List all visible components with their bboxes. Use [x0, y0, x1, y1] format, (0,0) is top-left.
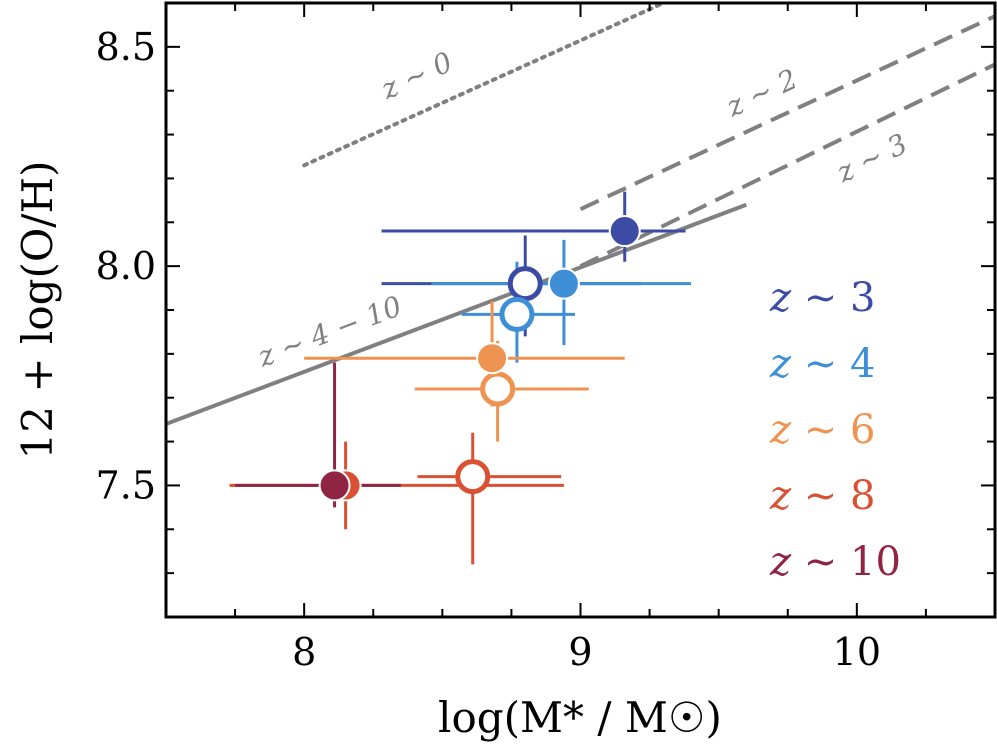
legend: z ∼ 3z ∼ 4z ∼ 6z ∼ 8z ∼ 10 [769, 275, 901, 585]
y-tick-label: 8.5 [96, 25, 156, 69]
x-tick-label: 8 [292, 630, 316, 674]
legend-entry-value: ∼ 3 [791, 275, 875, 321]
legend-entry: z ∼ 10 [769, 539, 901, 585]
y-tick-label: 8.0 [96, 244, 156, 288]
marker-z3-filled [608, 215, 641, 248]
legend-entry-value: ∼ 10 [791, 539, 901, 585]
legend-entry-variable: z [769, 539, 792, 585]
y-axis-label: 12 + log(O/H) [13, 161, 62, 460]
legend-entry-variable: z [769, 407, 792, 453]
marker-z8-open [455, 459, 491, 495]
relation-line-z-2 [579, 14, 996, 211]
markers-layer [318, 215, 641, 502]
marker-z6-open [480, 371, 516, 407]
legend-entry: z ∼ 8 [769, 473, 875, 519]
legend-entry: z ∼ 3 [769, 275, 875, 321]
relation-label-z-3: z ∼ 3 [831, 127, 913, 189]
legend-entry-variable: z [769, 275, 792, 321]
legend-entry-value: ∼ 4 [791, 341, 875, 387]
x-axis-label: log(M* / M☉) [438, 693, 722, 742]
x-tick-label: 9 [568, 630, 592, 674]
relation-line-z-0 [302, 1, 666, 168]
relation-label-z-0: z ∼ 0 [375, 45, 457, 106]
marker-z6-filled [476, 342, 509, 375]
marker-z4-filled [547, 267, 580, 300]
legend-entry: z ∼ 6 [769, 407, 875, 453]
relation-label-z-2: z ∼ 2 [721, 62, 803, 123]
marker-z3-open [507, 266, 543, 302]
plot-frame [164, 1, 997, 619]
relation-line-z-4-10 [165, 202, 748, 426]
marker-z10-filled [318, 469, 351, 502]
tick-labels-layer: 8 9 10 7.5 8.0 8.5 [96, 25, 881, 674]
marker-z4-open [499, 296, 535, 332]
y-tick-label: 7.5 [96, 463, 156, 507]
x-tick-label: 10 [833, 630, 881, 674]
legend-entry: z ∼ 4 [769, 341, 875, 387]
legend-entry-variable: z [769, 473, 792, 519]
legend-entry-variable: z [769, 341, 792, 387]
legend-entry-value: ∼ 8 [791, 473, 875, 519]
legend-entry-value: ∼ 6 [791, 407, 875, 453]
